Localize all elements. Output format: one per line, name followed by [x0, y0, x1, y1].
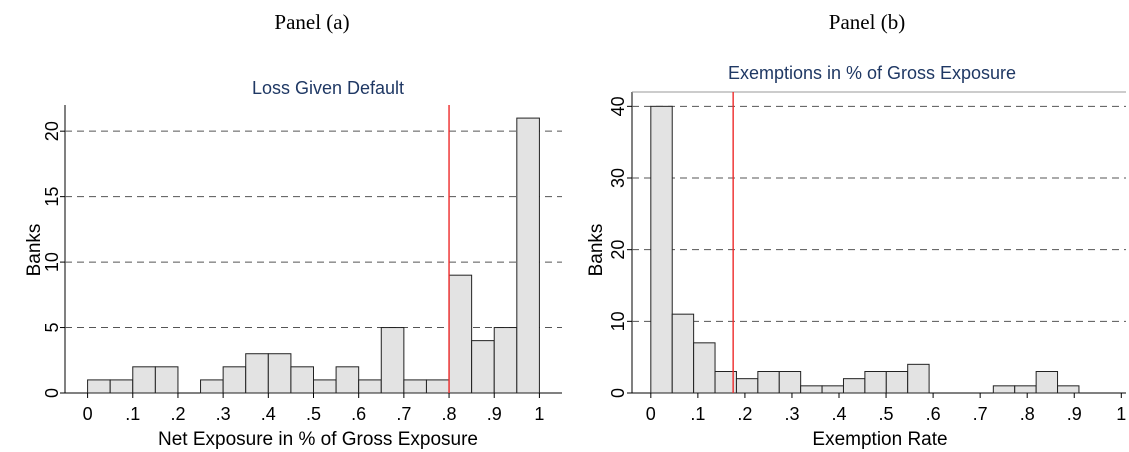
panel-a-bar-12 — [358, 379, 382, 394]
panel-b-bar-9 — [842, 378, 866, 394]
panel-b-x-axis-label: Exemption Rate — [812, 429, 947, 450]
panel-a-y-tick-label-0: 0 — [42, 388, 62, 398]
panel-b-bar-10 — [864, 371, 887, 394]
panel-b-bar-18 — [1035, 371, 1059, 394]
panel-a-y-tick-label-4: 20 — [42, 121, 62, 141]
panel-b-bar-0 — [650, 105, 673, 394]
panel-a-bar-9 — [290, 366, 314, 394]
panel-a-bar-2 — [132, 366, 156, 394]
panel-a-x-tick-label-7: .7 — [396, 404, 411, 424]
panel-a-bar-10 — [313, 379, 337, 394]
panel-b-chart: Exemptions in % of Gross Exposure Banks … — [586, 63, 1126, 450]
panel-b-y-axis-label: Banks — [586, 224, 607, 277]
panel-a-bar-11 — [335, 366, 360, 394]
panel-a-y-tick-label-3: 15 — [42, 187, 62, 207]
panel-b-title: Exemptions in % of Gross Exposure — [728, 63, 1016, 83]
panel-b-bar-19 — [1057, 385, 1080, 394]
panel-b-bar-2 — [693, 342, 716, 394]
panel-a-y-tick-label-2: 10 — [42, 252, 62, 272]
panel-a-x-tick-label-0: 0 — [83, 404, 93, 424]
panel-a-chart: Loss Given Default Banks Net Exposure in… — [24, 78, 562, 450]
panel-a-x-tick-label-6: .6 — [351, 404, 366, 424]
panel-a-x-tick-label-1: .1 — [125, 404, 140, 424]
panel-a-bar-18 — [493, 327, 518, 394]
panel-b-x-tick-label-4: .4 — [832, 404, 847, 424]
panel-a-bar-3 — [154, 366, 179, 394]
panel-b-x-tick-label-8: .8 — [1020, 404, 1035, 424]
panel-b-y-tick-label-3: 30 — [608, 168, 628, 188]
panel-b-bar-17 — [1014, 385, 1037, 394]
panel-a-label: Panel (a) — [274, 10, 349, 34]
panel-b-x-tick-label-6: .6 — [926, 404, 941, 424]
panel-b-bar-11 — [885, 371, 909, 394]
panel-a-x-tick-label-3: .3 — [216, 404, 231, 424]
panel-a-bar-0 — [87, 379, 111, 394]
panel-b-x-tick-label-3: .3 — [784, 404, 799, 424]
panel-a-bar-8 — [267, 353, 292, 394]
panel-b-x-tick-label-7: .7 — [973, 404, 988, 424]
panel-b-bar-7 — [800, 385, 823, 394]
panel-a-bar-6 — [222, 366, 247, 394]
panel-b-bar-12 — [907, 363, 930, 394]
panel-b-x-tick-label-1: .1 — [690, 404, 705, 424]
panel-a-bar-17 — [471, 340, 495, 394]
panel-b-y-tick-label-1: 10 — [608, 311, 628, 331]
panel-b-label: Panel (b) — [829, 10, 905, 34]
panel-b-bar-1 — [671, 313, 695, 394]
panel-a-y-axis-label: Banks — [24, 224, 45, 277]
panel-b-bar-5 — [757, 371, 780, 394]
panel-b-y-tick-label-2: 20 — [608, 240, 628, 260]
panel-a-x-tick-label-9: .9 — [487, 404, 502, 424]
panel-b-x-tick-label-9: .9 — [1067, 404, 1082, 424]
panel-a-bar-14 — [403, 379, 427, 394]
panel-a-bar-5 — [200, 379, 224, 394]
panel-a-bar-19 — [516, 117, 540, 394]
panel-b-x-tick-label-10: 1 — [1116, 404, 1126, 424]
panel-a-bar-1 — [109, 379, 134, 394]
panel-b-bar-6 — [778, 371, 802, 394]
panel-a-bar-7 — [245, 353, 269, 394]
panel-a-y-tick-label-1: 5 — [42, 323, 62, 333]
panel-b-x-tick-label-0: 0 — [646, 404, 656, 424]
panel-a-x-tick-label-5: .5 — [306, 404, 321, 424]
panel-a-bar-13 — [380, 327, 405, 394]
panel-b-x-tick-label-5: .5 — [879, 404, 894, 424]
panel-a-x-tick-label-8: .8 — [442, 404, 457, 424]
panel-a-bar-15 — [425, 379, 450, 394]
panel-a-x-tick-label-2: .2 — [170, 404, 185, 424]
panel-b-x-tick-label-2: .2 — [737, 404, 752, 424]
panel-b-bar-16 — [992, 385, 1016, 394]
panel-a-x-tick-label-4: .4 — [261, 404, 276, 424]
panel-b-y-tick-label-4: 40 — [608, 96, 628, 116]
panel-a-x-axis-label: Net Exposure in % of Gross Exposure — [158, 429, 478, 450]
panel-a-title: Loss Given Default — [252, 78, 404, 98]
panel-a-bar-16 — [448, 274, 473, 394]
panel-b-y-tick-label-0: 0 — [608, 388, 628, 398]
panel-b-bar-8 — [821, 385, 844, 394]
panel-b-bar-4 — [735, 378, 759, 394]
panel-a-x-tick-label-10: 1 — [534, 404, 544, 424]
